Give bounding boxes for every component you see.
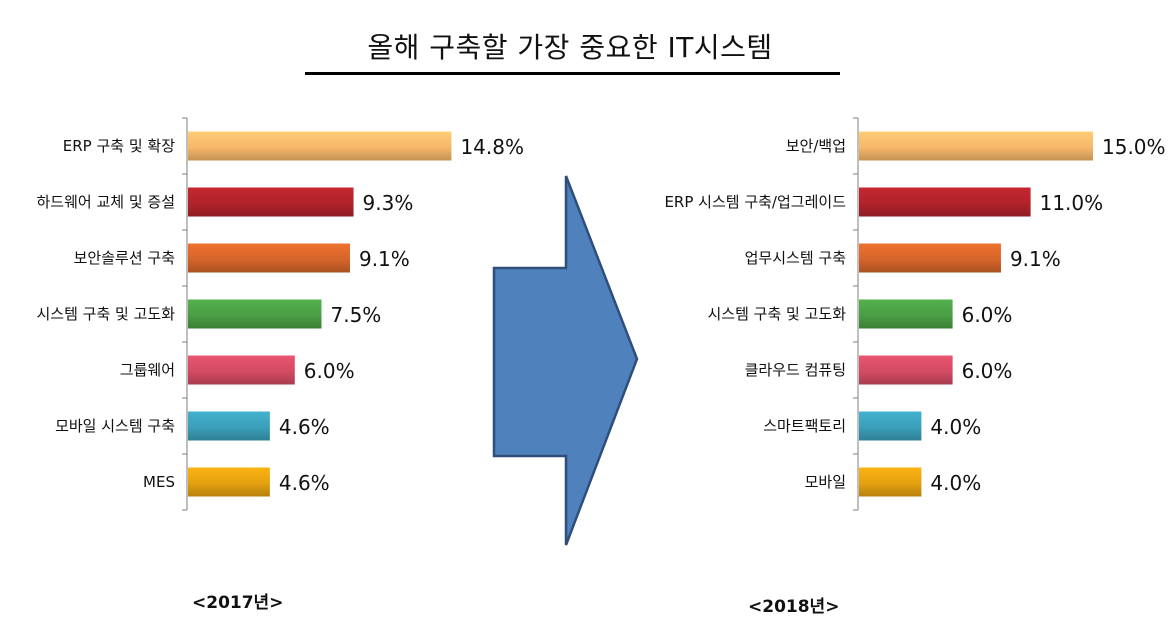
bar-2018 (859, 355, 953, 385)
value-label-2018: 9.1% (1010, 247, 1061, 271)
value-label-2017: 7.5% (331, 303, 382, 327)
bar-2017 (188, 243, 350, 273)
value-label-2017: 4.6% (279, 471, 330, 495)
bar-2017 (188, 467, 270, 497)
caption-2018: <2018년> (748, 597, 840, 617)
value-label-2018: 15.0% (1102, 135, 1166, 159)
value-label-2018: 6.0% (962, 303, 1013, 327)
category-label-2018: 클라우드 컴퓨팅 (745, 361, 846, 379)
category-label-2017: 보안솔루션 구축 (74, 249, 175, 267)
bar-2018 (859, 243, 1001, 273)
chart-title: 올해 구축할 가장 중요한 IT시스템 (367, 31, 773, 64)
category-label-2017: 하드웨어 교체 및 증설 (36, 193, 175, 211)
bar-2018 (859, 299, 953, 329)
bar-2017 (188, 355, 295, 385)
category-label-2018: 시스템 구축 및 고도화 (707, 305, 846, 323)
category-label-2017: MES (143, 473, 175, 491)
value-label-2017: 4.6% (279, 415, 330, 439)
category-label-2018: 스마트팩토리 (763, 417, 846, 435)
category-label-2018: 업무시스템 구축 (745, 249, 846, 267)
bar-2018 (859, 131, 1093, 161)
category-label-2017: ERP 구축 및 확장 (63, 137, 175, 155)
value-label-2017: 9.3% (363, 191, 414, 215)
value-label-2018: 11.0% (1040, 191, 1104, 215)
category-label-2018: ERP 시스템 구축/업그레이드 (664, 193, 846, 211)
value-label-2017: 9.1% (359, 247, 410, 271)
category-label-2017: 모바일 시스템 구축 (55, 417, 175, 435)
value-label-2018: 4.0% (930, 471, 981, 495)
bar-2018 (859, 411, 922, 441)
caption-2017: <2017년> (192, 593, 284, 613)
bar-2018 (859, 467, 922, 497)
right-arrow-icon (492, 175, 639, 546)
bar-2017 (188, 131, 452, 161)
bar-2018 (859, 187, 1031, 217)
value-label-2017: 6.0% (304, 359, 355, 383)
value-label-2018: 6.0% (962, 359, 1013, 383)
category-label-2018: 보안/백업 (786, 137, 846, 155)
category-label-2017: 그룹웨어 (120, 361, 175, 379)
bar-2017 (188, 299, 322, 329)
value-label-2017: 14.8% (460, 135, 524, 159)
bar-2017 (188, 187, 354, 217)
title-underline (305, 72, 840, 75)
category-label-2017: 시스템 구축 및 고도화 (36, 305, 175, 323)
value-label-2018: 4.0% (930, 415, 981, 439)
category-label-2018: 모바일 (805, 473, 846, 491)
bar-2017 (188, 411, 270, 441)
